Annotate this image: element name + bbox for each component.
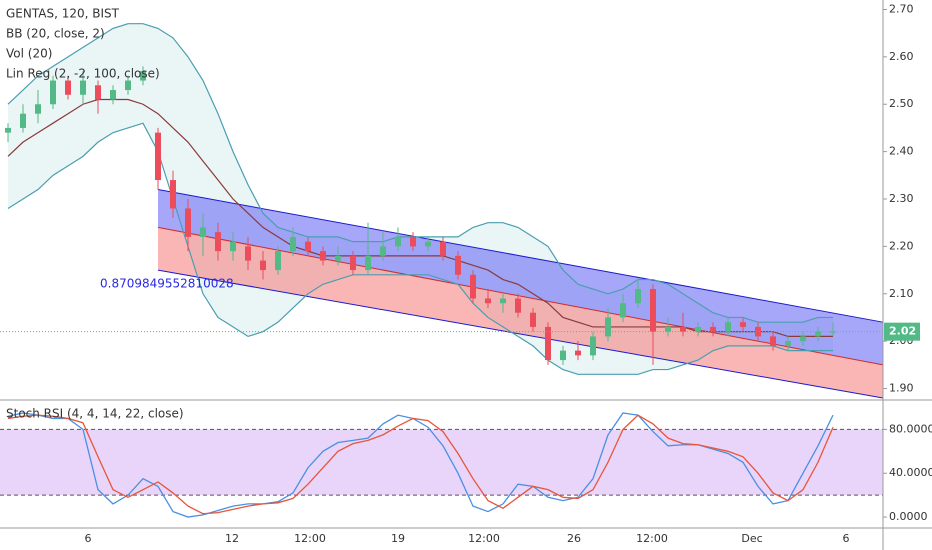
- candle-body: [185, 208, 191, 237]
- candle-body: [275, 251, 281, 271]
- y-tick-label: 80.0000: [889, 422, 932, 435]
- bb-upper: [7, 23, 833, 323]
- candle-body: [560, 350, 566, 361]
- last-price-label: 2.02: [889, 325, 916, 338]
- candle-body: [155, 132, 161, 181]
- candle-body: [500, 298, 506, 304]
- candle-body: [590, 336, 596, 356]
- regression-line: [157, 189, 884, 323]
- candle-body: [350, 255, 356, 271]
- indicator-label: Vol (20): [6, 47, 52, 61]
- candle-body: [725, 322, 731, 332]
- candle-body: [485, 298, 491, 304]
- candle-body: [410, 236, 416, 247]
- candle-body: [515, 298, 521, 313]
- candle-body: [680, 326, 686, 332]
- candle-body: [110, 90, 116, 100]
- candle-body: [365, 255, 371, 271]
- candle-body: [830, 331, 836, 333]
- candle-body: [455, 255, 461, 275]
- candle-body: [605, 317, 611, 337]
- candle-body: [200, 227, 206, 237]
- candle-body: [620, 303, 626, 318]
- candle-body: [35, 104, 41, 114]
- candle-body: [530, 312, 536, 327]
- candle-body: [170, 180, 176, 209]
- candle-body: [245, 246, 251, 261]
- x-tick-label: 12:00: [294, 532, 326, 545]
- rsi-line: [7, 414, 834, 515]
- x-tick-label: 6: [843, 532, 850, 545]
- candle-body: [260, 260, 266, 271]
- candle-body: [755, 326, 761, 337]
- candle-body: [215, 232, 221, 252]
- indicator-label: Lin Reg (2, -2, 100, close): [6, 67, 160, 81]
- chart-title: GENTAS, 120, BIST: [6, 7, 120, 21]
- y-tick-label: 40.0000: [889, 466, 932, 479]
- candle-body: [65, 80, 71, 95]
- candle-body: [320, 251, 326, 261]
- indicator-label: BB (20, close, 2): [6, 27, 105, 41]
- annotation: 0.8709849552810028: [100, 277, 234, 291]
- x-tick-label: 12:00: [468, 532, 500, 545]
- candle-body: [635, 289, 641, 304]
- y-tick-label: 2.70: [889, 2, 914, 15]
- candle-body: [380, 246, 386, 256]
- candle-body: [425, 241, 431, 247]
- y-tick-label: 2.40: [889, 145, 914, 158]
- candle-body: [695, 326, 701, 332]
- y-tick-label: 2.30: [889, 192, 914, 205]
- candle-body: [290, 236, 296, 252]
- candle-body: [395, 236, 401, 247]
- indicator-title: Stoch RSI (4, 4, 14, 22, close): [6, 407, 184, 421]
- y-tick-label: 2.10: [889, 287, 914, 300]
- channel-upper-fill: [158, 189, 883, 365]
- candle-body: [545, 326, 551, 361]
- x-tick-label: 12: [225, 532, 239, 545]
- candle-body: [20, 113, 26, 128]
- bb-fill: [8, 23, 833, 375]
- candle-body: [740, 322, 746, 327]
- candle-body: [440, 241, 446, 256]
- y-tick-label: 2.50: [889, 97, 914, 110]
- candle-body: [815, 331, 821, 337]
- x-tick-label: 26: [567, 532, 581, 545]
- last-price-box: [884, 322, 920, 341]
- candle-body: [230, 241, 236, 252]
- y-tick-label: 0.0000: [889, 510, 928, 523]
- candle-body: [770, 336, 776, 346]
- candle-body: [95, 85, 101, 100]
- y-tick-label: 2.60: [889, 50, 914, 63]
- regression-line: [157, 269, 884, 399]
- x-tick-label: 6: [85, 532, 92, 545]
- candle-body: [125, 80, 131, 91]
- x-tick-label: 19: [391, 532, 405, 545]
- x-tick-label: Dec: [741, 532, 762, 545]
- band-fill: [0, 429, 883, 496]
- candle-body: [5, 127, 11, 133]
- y-tick-label: 2.20: [889, 239, 914, 252]
- candle-body: [800, 336, 806, 342]
- candle-body: [335, 255, 341, 261]
- plot: [0, 23, 884, 518]
- candle-body: [650, 289, 656, 332]
- y-tick-label: 1.90: [889, 382, 914, 395]
- candle-body: [80, 80, 86, 95]
- x-tick-label: 12:00: [636, 532, 668, 545]
- candle-body: [665, 326, 671, 332]
- candle-body: [785, 341, 791, 346]
- candle-body: [710, 326, 716, 332]
- regression-line: [157, 226, 884, 366]
- candle-body: [470, 274, 476, 299]
- candle-body: [305, 241, 311, 252]
- candle-body: [140, 71, 146, 81]
- candle-body: [575, 350, 581, 356]
- candle-body: [50, 80, 56, 105]
- bb-lower: [7, 122, 833, 375]
